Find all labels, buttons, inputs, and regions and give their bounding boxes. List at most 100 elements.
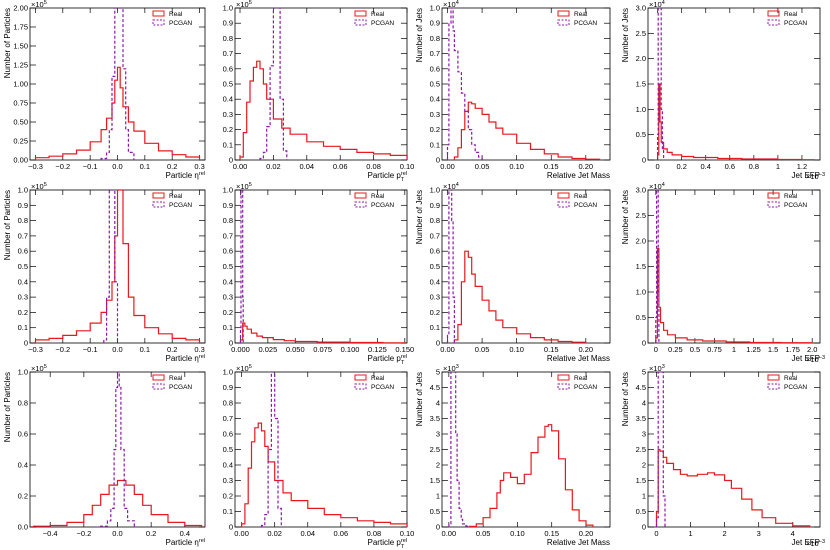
- x-tick-label: 0.15: [544, 529, 559, 538]
- legend-label-real: Real: [371, 375, 385, 382]
- legend-swatch-pcgan: [354, 383, 367, 390]
- y-tick-label: 0: [642, 523, 646, 532]
- x-axis-label: Particle ηrel: [166, 354, 205, 363]
- y-axis-label: Number of Jets: [621, 190, 630, 244]
- series-line-real: [468, 424, 594, 527]
- panel-1-3: 0 0.25 0.5 0.75 1 1.25 1.5 1.75 2.0 0 0.5 1.0 1.5 2.0…: [621, 182, 825, 364]
- x-tick-label: 1: [776, 162, 780, 171]
- y-tick-label: 0: [436, 156, 440, 165]
- y-tick-label: 0: [24, 339, 28, 348]
- y-exponent: ×104: [649, 0, 665, 9]
- y-tick-label: 1.0: [18, 368, 28, 377]
- series-line-pcgan: [655, 190, 660, 343]
- x-tick-label: 0.20: [578, 162, 593, 171]
- x-tick-label: 1.25: [746, 345, 761, 354]
- series-line-real: [239, 60, 407, 160]
- x-tick-label: 1: [732, 345, 736, 354]
- y-tick-label: 0.0: [18, 523, 28, 532]
- x-tick-label: 1.75: [785, 345, 800, 354]
- panel-0-3: 0 0.2 0.4 0.6 0.8 1 1.2 0 0.5 1.0 1.5 2.0 2.5 3.0 ×104…: [621, 0, 825, 181]
- y-tick-label: 0.7: [430, 231, 440, 240]
- x-axis-label-sub: T: [401, 360, 405, 366]
- y-tick-label: 2.5: [636, 445, 646, 454]
- x-tick-label: 0.150: [395, 345, 414, 354]
- x-tick-label: 0.0: [112, 162, 122, 171]
- plot-frame: [234, 189, 408, 344]
- x-tick-label: 0.20: [578, 345, 593, 354]
- legend-swatch-real: [354, 10, 367, 17]
- x-tick-label: 0.00: [440, 345, 455, 354]
- legend-label-pcgan: PCGAN: [574, 384, 597, 391]
- series-line-pcgan: [448, 372, 470, 527]
- x-tick-label: −0.3: [28, 345, 43, 354]
- legend-label-real: Real: [169, 193, 183, 200]
- x-exponent-power: −3: [819, 539, 825, 545]
- x-axis-label-sub: T: [401, 177, 405, 183]
- x-tick-label: −0.2: [76, 529, 91, 538]
- y-tick-label: 0.7: [223, 231, 233, 240]
- x-tick-label: −0.2: [55, 162, 70, 171]
- x-tick-label: 0.10: [509, 345, 524, 354]
- x-axis-label: Particle prel T: [368, 354, 407, 366]
- plot-frame: [647, 189, 821, 344]
- y-tick-label: 0.3: [430, 110, 440, 119]
- x-axis-label-sup: rel: [199, 538, 205, 544]
- legend-label-pcgan: PCGAN: [169, 202, 192, 209]
- series-line-real: [239, 322, 406, 343]
- y-tick-label: 1.25: [13, 61, 28, 70]
- y-tick-label: 0.9: [223, 19, 233, 28]
- y-tick-label: 0.5: [430, 262, 440, 271]
- y-exponent: ×105: [236, 364, 252, 373]
- y-tick-label: 0.3: [430, 293, 440, 302]
- x-tick-label: 0.02: [267, 529, 282, 538]
- y-tick-label: 0.9: [223, 201, 233, 210]
- y-axis-label: Number of Jets: [621, 372, 630, 426]
- x-tick-label: 0.2: [167, 162, 177, 171]
- y-tick-label: 0.8: [430, 34, 440, 43]
- y-tick-label: 0.1: [430, 140, 440, 149]
- x-tick-label: −0.2: [55, 345, 70, 354]
- y-tick-label: 0.7: [223, 414, 233, 423]
- x-axis-label: Jet EFP: [792, 354, 820, 363]
- x-tick-label: 0.000: [231, 345, 250, 354]
- y-tick-label: 1.5: [636, 476, 646, 485]
- y-tick-label: 0.4: [430, 277, 440, 286]
- x-tick-label: 0.075: [313, 345, 332, 354]
- y-axis-label: Number of Particles: [3, 8, 12, 78]
- y-tick-label: 0.5: [430, 507, 440, 516]
- x-tick-label: 0.02: [266, 162, 281, 171]
- x-tick-label: −0.1: [83, 345, 98, 354]
- y-exponent: ×104: [649, 182, 665, 191]
- series-line-real: [657, 83, 815, 160]
- y-tick-label: 0.4: [430, 95, 440, 104]
- plot-frame: [234, 7, 408, 161]
- series-line-pcgan: [657, 8, 665, 160]
- y-tick-label: 2.5: [430, 445, 440, 454]
- x-tick-label: 0.2: [146, 529, 156, 538]
- x-tick-label: 0.00: [440, 162, 455, 171]
- y-exponent-power: 4: [456, 0, 459, 6]
- y-tick-label: 0.5: [430, 80, 440, 89]
- y-tick-label: 0.25: [13, 137, 28, 146]
- legend-swatch-pcgan: [152, 19, 165, 26]
- y-tick-label: 5: [642, 368, 646, 377]
- y-tick-label: 0.1: [18, 323, 28, 332]
- y-tick-label: 0.7: [430, 49, 440, 58]
- panel-2-1: 0.00 0.02 0.04 0.06 0.08 0.10 0 0.1 0.2 0.3 0.4 0.5…: [223, 364, 415, 550]
- y-tick-label: 0.9: [430, 19, 440, 28]
- x-tick-label: 0.1: [140, 345, 150, 354]
- x-tick-label: 0.6: [725, 162, 735, 171]
- x-tick-label: 0.10: [510, 529, 525, 538]
- y-tick-label: 0.2: [223, 492, 233, 501]
- y-tick-label: 1.0: [430, 186, 440, 195]
- y-tick-label: 0.5: [18, 262, 28, 271]
- x-axis-label-sup: rel: [401, 171, 407, 177]
- x-exponent: ×10−3: [806, 539, 825, 548]
- y-tick-label: 0.1: [223, 140, 233, 149]
- y-tick-label: 0.4: [18, 461, 28, 470]
- series-line-real: [32, 479, 203, 527]
- x-axis-label-sup: rel: [401, 354, 407, 360]
- legend-swatch-pcgan: [767, 201, 780, 208]
- y-tick-label: 1: [642, 492, 646, 501]
- panel-1-2: 0.00 0.05 0.10 0.15 0.20 0 0.1 0.2 0.3 0.4 0.5 0.6 0…: [415, 182, 611, 363]
